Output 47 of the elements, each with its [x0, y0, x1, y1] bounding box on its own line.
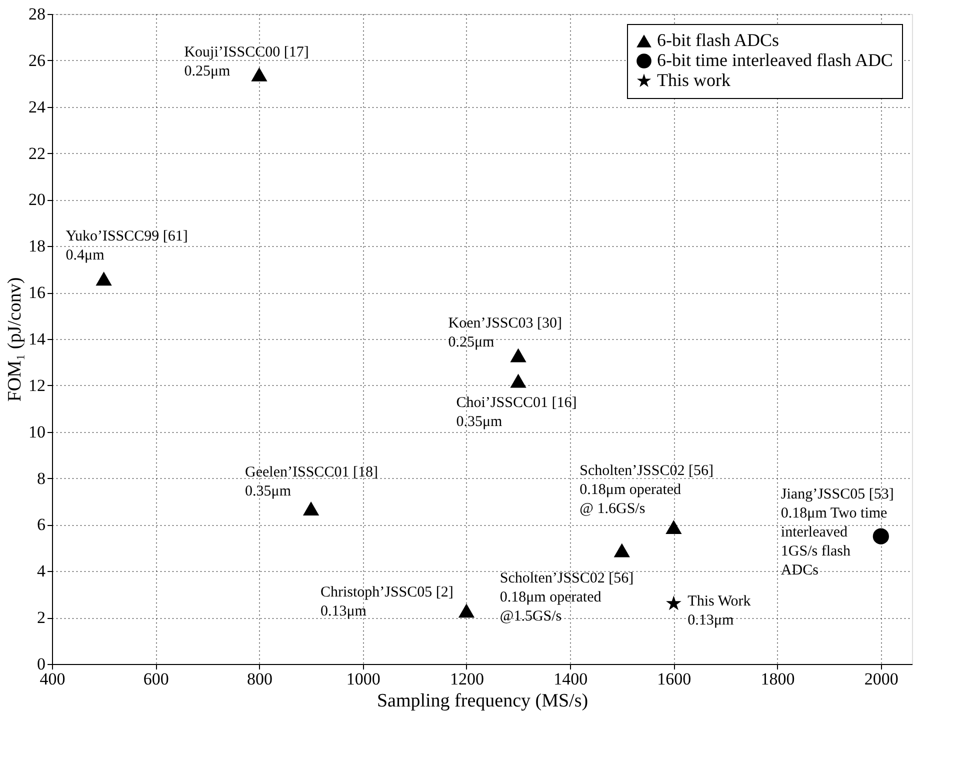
- point: [302, 501, 320, 516]
- legend-label: This work: [657, 70, 730, 90]
- annotation: Christoph’JSSC05 [2] 0.13μm: [320, 584, 454, 620]
- x-tick-label: 1800: [760, 670, 795, 688]
- point: [872, 528, 889, 544]
- y-tick-label: 4: [37, 562, 46, 581]
- point: [614, 543, 630, 558]
- annotation: Scholten’JSSC02 [56] 0.18μm operated @1.5GS/s: [500, 570, 634, 624]
- annotation: Jiang’JSSC05 [53] 0.18μm Two time interleaved 1GS/s flash ADCs: [780, 486, 894, 578]
- y-tick-label: 12: [28, 376, 46, 395]
- x-tick-label: 1000: [346, 670, 380, 688]
- x-tick-label: 1400: [554, 670, 588, 688]
- x-axis-title: Sampling frequency (MS/s): [376, 690, 588, 712]
- y-tick-label: 28: [28, 4, 46, 24]
- x-tick-label: 800: [246, 670, 272, 688]
- annotation: Kouji’ISSCC00 [17] 0.25μm: [184, 44, 309, 80]
- point: [510, 374, 526, 388]
- annotation: Yuko’ISSCC99 [61] 0.4μm: [66, 228, 188, 264]
- y-tick-label: 22: [28, 144, 46, 163]
- annotation: Scholten’JSSC02 [56] 0.18μm operated @ 1.6GS/s: [580, 463, 714, 518]
- point: [666, 596, 682, 610]
- point: [666, 520, 682, 534]
- y-tick-label: 2: [37, 608, 46, 628]
- point: [458, 604, 475, 618]
- point: [251, 67, 268, 82]
- x-tick-label: 2000: [864, 670, 898, 688]
- point: [96, 272, 112, 286]
- legend-label: 6-bit time interleaved flash ADC: [657, 50, 893, 70]
- y-tick-label: 18: [28, 236, 46, 256]
- x-tick-label: 600: [143, 670, 169, 688]
- point: [510, 348, 526, 362]
- y-tick-label: 26: [28, 50, 46, 70]
- y-tick-label: 6: [37, 515, 46, 534]
- y-tick-label: 16: [28, 283, 46, 302]
- annotation: Koen’JSSC03 [30] 0.25μm: [448, 315, 562, 350]
- y-tick-label: 20: [28, 190, 46, 210]
- annotation: Choi’JSSCC01 [16] 0.35μm: [456, 394, 577, 430]
- y-axis-title: FOM₁ (pJ/conv): [4, 277, 26, 402]
- annotation: Geelen’ISSCC01 [18] 0.35μm: [245, 464, 378, 500]
- y-tick-label: 10: [28, 422, 46, 442]
- legend-label: 6-bit flash ADCs: [657, 30, 780, 50]
- y-tick-label: 8: [37, 468, 46, 488]
- annotation: This Work 0.13μm: [688, 594, 752, 629]
- y-tick-label: 14: [28, 330, 46, 348]
- x-tick-label: 1600: [657, 670, 692, 688]
- x-tick-label: 1200: [450, 670, 484, 688]
- y-tick-label: 24: [28, 97, 46, 116]
